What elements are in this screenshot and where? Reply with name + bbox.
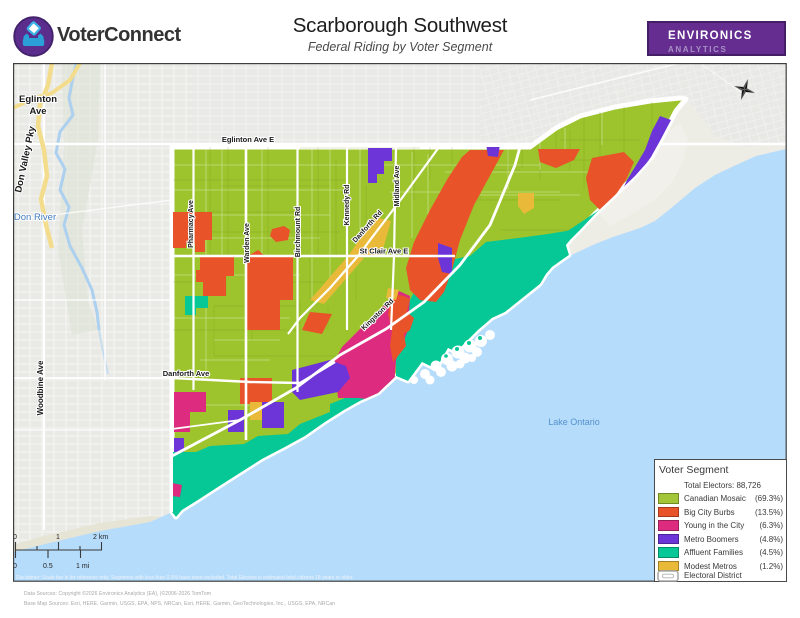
svg-text:Lake Ontario: Lake Ontario xyxy=(548,417,600,427)
svg-text:Disclaimer: Scale bar is for r: Disclaimer: Scale bar is for reference o… xyxy=(16,575,354,581)
svg-text:1: 1 xyxy=(56,534,60,541)
svg-text:Woodbine Ave: Woodbine Ave xyxy=(36,360,45,415)
svg-text:0: 0 xyxy=(13,563,17,570)
svg-text:Eglinton Ave E: Eglinton Ave E xyxy=(222,135,274,144)
svg-text:Kennedy Rd: Kennedy Rd xyxy=(344,185,351,226)
svg-text:Don River: Don River xyxy=(14,212,56,223)
svg-text:0: 0 xyxy=(13,534,17,541)
svg-text:Warden Ave: Warden Ave xyxy=(244,223,251,263)
svg-text:Eglinton: Eglinton xyxy=(19,94,57,105)
svg-text:0.5: 0.5 xyxy=(43,563,53,570)
svg-text:St Clair Ave E: St Clair Ave E xyxy=(360,247,409,256)
svg-text:Pharmacy Ave: Pharmacy Ave xyxy=(188,200,195,248)
svg-text:Danforth Ave: Danforth Ave xyxy=(163,369,210,378)
svg-text:Midland Ave: Midland Ave xyxy=(394,166,401,207)
svg-text:Ave: Ave xyxy=(29,106,46,117)
svg-text:1 mi: 1 mi xyxy=(76,563,90,570)
svg-text:2 km: 2 km xyxy=(93,534,108,541)
svg-text:Birchmount Rd: Birchmount Rd xyxy=(295,207,302,258)
